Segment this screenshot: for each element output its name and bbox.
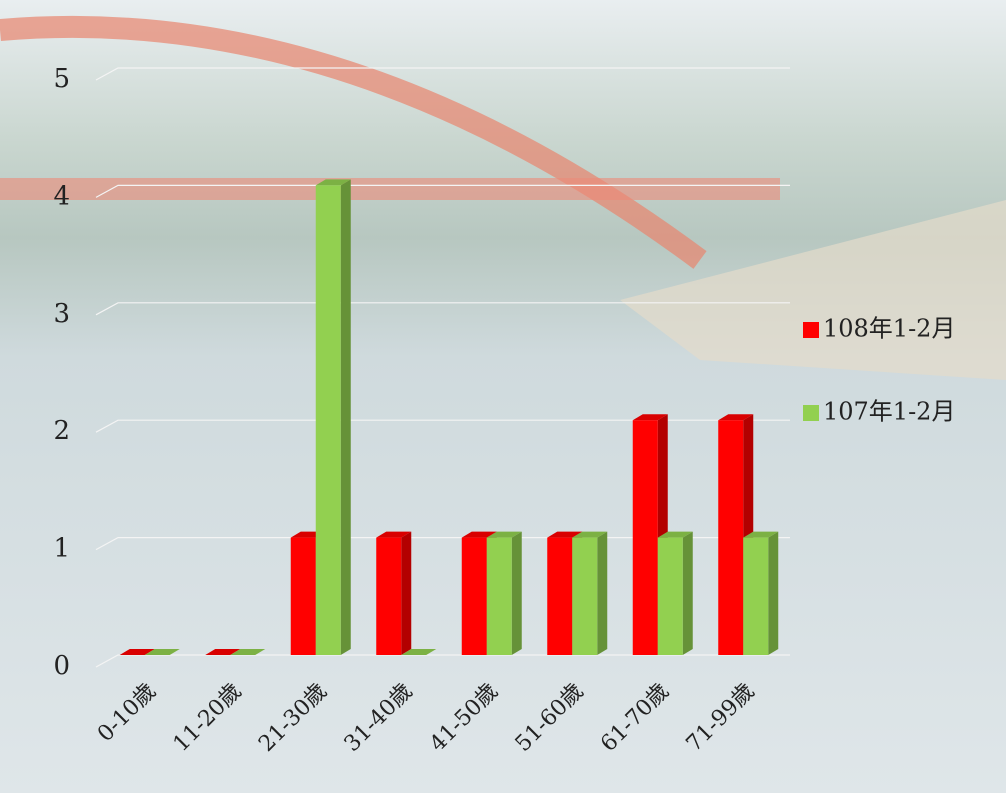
y-tick-label: 0 xyxy=(53,651,70,681)
bar xyxy=(461,537,487,655)
bridge-deck xyxy=(0,178,780,200)
bar xyxy=(486,537,512,655)
legend-label: 107年1-2月 xyxy=(823,398,955,426)
legend-label: 108年1-2月 xyxy=(823,315,955,343)
bar-top xyxy=(119,649,155,655)
bar-top xyxy=(632,414,668,421)
bar xyxy=(290,537,316,655)
bar xyxy=(572,537,598,655)
bar xyxy=(657,537,683,655)
grid-line xyxy=(95,419,790,433)
bar-top xyxy=(315,179,351,186)
bar-side xyxy=(340,179,351,655)
bar-top xyxy=(230,649,266,655)
y-tick-label: 1 xyxy=(53,534,70,564)
bar xyxy=(718,420,744,655)
bar-top xyxy=(461,531,497,538)
bar xyxy=(743,537,769,655)
grid-line xyxy=(95,302,790,316)
bar-top xyxy=(376,531,412,538)
legend-swatch xyxy=(803,322,819,338)
grid-line xyxy=(95,67,790,81)
bar xyxy=(632,420,658,655)
bar-top xyxy=(572,531,608,538)
grid-line xyxy=(95,184,790,198)
bar-top xyxy=(657,531,693,538)
bar-top xyxy=(718,414,754,421)
y-tick-label: 3 xyxy=(53,299,70,329)
bar-top xyxy=(205,649,241,655)
bar-top xyxy=(486,531,522,538)
bar-side xyxy=(768,531,779,655)
y-tick-label: 5 xyxy=(53,64,70,94)
bar-side xyxy=(597,531,608,655)
y-tick-label: 2 xyxy=(53,416,70,446)
y-tick-label: 4 xyxy=(53,181,70,211)
bar-side xyxy=(401,531,412,655)
hillside xyxy=(620,200,1006,380)
bar xyxy=(315,185,341,655)
bar-top xyxy=(743,531,779,538)
bar-side xyxy=(511,531,522,655)
bar-side xyxy=(682,531,693,655)
bar-top xyxy=(547,531,583,538)
bar-top xyxy=(401,649,437,655)
bar-top xyxy=(144,649,180,655)
legend-swatch xyxy=(803,405,819,421)
bar xyxy=(547,537,573,655)
bar xyxy=(376,537,402,655)
